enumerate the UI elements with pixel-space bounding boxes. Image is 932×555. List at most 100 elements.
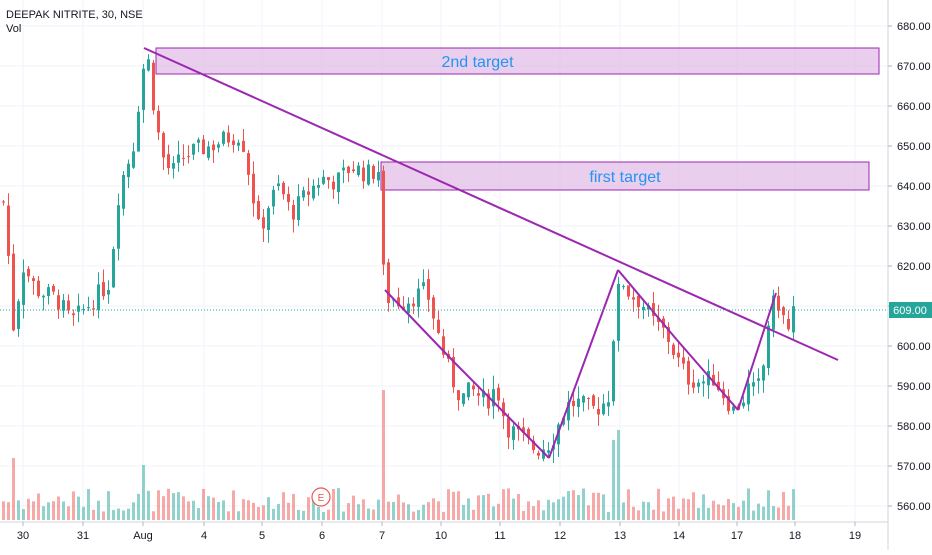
price-tick-label[interactable]: 620.00	[897, 261, 931, 273]
price-tick-label[interactable]: 640.00	[897, 181, 931, 193]
volume-bar	[417, 509, 420, 520]
time-tick-label[interactable]: 30	[17, 530, 29, 542]
time-tick-label[interactable]: 18	[789, 530, 801, 542]
price-tick-label[interactable]: 600.00	[897, 341, 931, 353]
time-tick-label[interactable]: 5	[259, 530, 265, 542]
volume-bar	[347, 503, 350, 520]
time-axis[interactable]: 30 31 Aug 4 5 6 7 10 11 12 13 14 17 18 19	[0, 521, 888, 542]
target-zone-box[interactable]	[155, 47, 880, 75]
candle-body	[217, 144, 220, 148]
trendlines[interactable]	[143, 47, 839, 459]
price-tick-label[interactable]: 660.00	[897, 101, 931, 113]
volume-bar	[202, 488, 205, 520]
price-tick-label[interactable]: 560.00	[897, 501, 931, 513]
time-tick-label[interactable]: 6	[319, 530, 325, 542]
candle-body	[712, 374, 715, 386]
candle-body	[537, 452, 540, 456]
candle-body	[82, 308, 85, 310]
volume-bar	[237, 511, 240, 520]
volume-bar	[427, 502, 430, 520]
candle-body	[87, 307, 90, 309]
time-tick-label[interactable]: Aug	[133, 530, 153, 542]
volume-bar	[287, 502, 290, 520]
volume-bar	[772, 506, 775, 520]
volume-bar	[442, 511, 445, 520]
volume-bar	[557, 499, 560, 520]
volume-bar	[457, 491, 460, 520]
volume-bar	[327, 509, 330, 520]
volume-bar	[402, 502, 405, 520]
price-candles	[2, 54, 795, 463]
volume-bar	[507, 488, 510, 520]
price-tick-label[interactable]: 570.00	[897, 461, 931, 473]
earnings-marker[interactable]: E	[311, 487, 331, 507]
time-tick-label[interactable]: 4	[201, 530, 207, 542]
price-tick-label[interactable]: 670.00	[897, 61, 931, 73]
volume-bar	[412, 511, 415, 520]
volume-bar	[57, 496, 60, 520]
trendline[interactable]	[617, 269, 678, 341]
target-zones[interactable]: 2nd target first target	[155, 47, 880, 191]
volume-bar	[512, 498, 515, 520]
candle-body	[12, 253, 15, 331]
time-tick-label[interactable]: 31	[77, 530, 89, 542]
volume-bar	[117, 508, 120, 520]
time-tick-label[interactable]: 19	[849, 530, 861, 542]
candle-body	[192, 143, 195, 155]
candle-body	[197, 139, 200, 143]
price-tick-label[interactable]: 630.00	[897, 221, 931, 233]
volume-bar	[12, 458, 15, 520]
price-tick-label[interactable]: 590.00	[897, 381, 931, 393]
price-axis[interactable]: 680.00 670.00 660.00 650.00 640.00 630.00 620.…	[887, 0, 931, 550]
candle-body	[677, 352, 680, 358]
trendline[interactable]	[737, 292, 777, 411]
time-tick-label[interactable]: 12	[554, 530, 566, 542]
volume-bar	[87, 489, 90, 520]
candle-body	[312, 185, 315, 199]
time-tick-label[interactable]: 13	[614, 530, 626, 542]
candle-body	[377, 172, 380, 181]
candle-body	[362, 167, 365, 182]
candle-body	[692, 382, 695, 388]
volume-bar	[502, 489, 505, 520]
trendline[interactable]	[384, 289, 456, 364]
volume-bar	[162, 496, 165, 520]
chart-legend[interactable]: DEEPAK NITRITE, 30, NSE Vol	[6, 8, 143, 36]
time-tick-label[interactable]: 11	[494, 530, 505, 542]
volume-bar	[182, 496, 185, 520]
volume-label[interactable]: Vol	[6, 23, 22, 35]
trendline[interactable]	[454, 362, 550, 459]
volume-bar	[382, 390, 385, 520]
candle-body	[762, 365, 765, 381]
volume-bar	[632, 506, 635, 520]
volume-bar	[72, 491, 75, 520]
candle-body	[37, 280, 40, 297]
price-tick-label[interactable]: 580.00	[897, 421, 931, 433]
volume-bar	[82, 506, 85, 520]
trendline[interactable]	[143, 47, 839, 361]
volume-bar	[777, 507, 780, 520]
candle-body	[202, 139, 205, 155]
price-tick-label[interactable]: 680.00	[897, 21, 931, 33]
volume-bar	[677, 508, 680, 520]
candle-body	[432, 297, 435, 319]
candle-body	[262, 217, 265, 229]
candle-body	[412, 303, 415, 307]
volume-bar	[697, 507, 700, 520]
time-tick-label[interactable]: 7	[379, 530, 385, 542]
volume-bar	[742, 500, 745, 520]
volume-bar	[322, 511, 325, 520]
candle-body	[652, 303, 655, 316]
symbol-title[interactable]: DEEPAK NITRITE, 30, NSE	[6, 9, 143, 21]
time-tick-label[interactable]: 17	[731, 530, 743, 542]
trendline[interactable]	[676, 339, 739, 411]
volume-bar	[482, 495, 485, 520]
time-tick-label[interactable]: 14	[673, 530, 685, 542]
time-tick-label[interactable]: 10	[435, 530, 447, 542]
target-zone-box[interactable]	[380, 161, 870, 191]
trendline[interactable]	[548, 269, 619, 459]
candle-body	[697, 382, 700, 387]
price-tick-label[interactable]: 650.00	[897, 141, 931, 153]
